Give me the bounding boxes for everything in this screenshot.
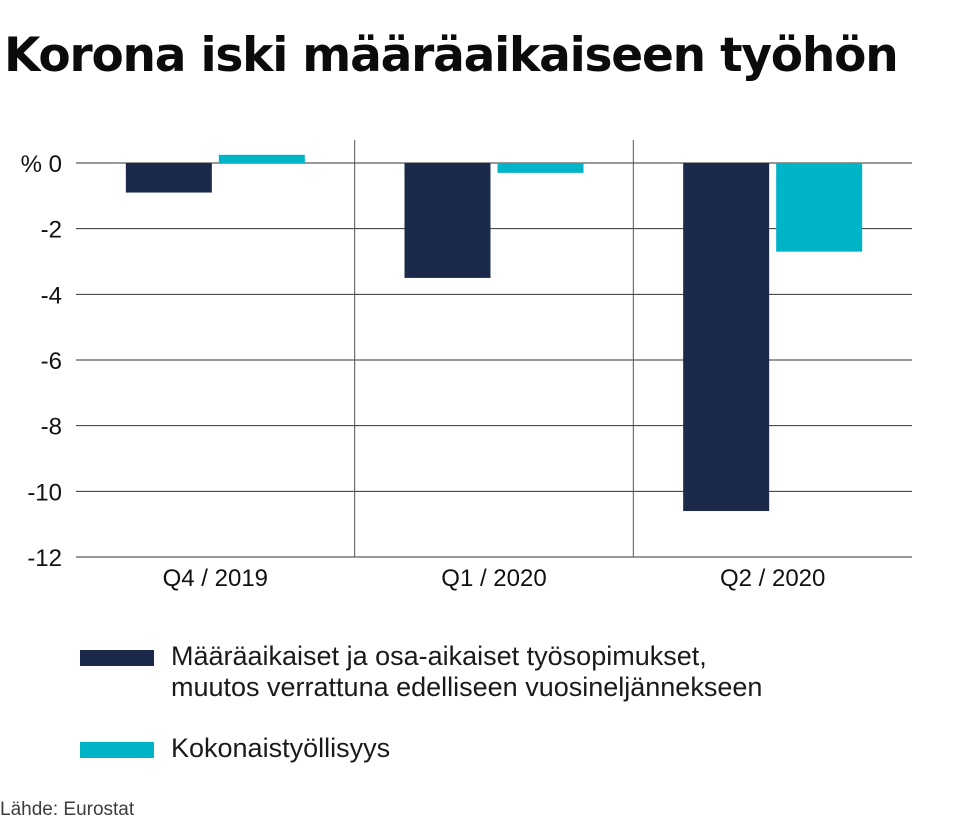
bar-series-2 <box>776 163 863 252</box>
x-tick-label: Q1 / 2020 <box>441 565 546 592</box>
legend-label-line: muutos verrattuna edelliseen vuosineljän… <box>171 672 763 702</box>
legend-item-series-2: Kokonaistyöllisyys <box>80 733 390 764</box>
legend-swatch-series-1 <box>80 650 154 666</box>
y-tick-label: -6 <box>41 348 62 375</box>
legend-swatch-series-2 <box>80 742 154 758</box>
y-tick-label: -8 <box>41 414 62 441</box>
legend-label-line: Kokonaistyöllisyys <box>171 733 391 763</box>
legend-label-series-2: Kokonaistyöllisyys <box>171 733 390 764</box>
x-tick-label: Q2 / 2020 <box>720 565 825 592</box>
bar-series-1 <box>125 163 212 193</box>
bar-chart: % 0 -2 -4 -6 -8 -10 -12 Q4 / 2019 Q1 / 2020 Q2 / … <box>21 140 912 592</box>
y-tick-label: % 0 <box>21 151 62 178</box>
bar-series-2 <box>218 154 305 163</box>
chart-title: Korona iski määräaikaiseen työhön <box>4 28 899 83</box>
y-tick-label: -2 <box>41 217 62 244</box>
legend-label-line: Määräaikaiset ja osa-aikaiset työsopimuk… <box>171 641 707 671</box>
bar-series-1 <box>683 163 770 512</box>
bar-series-1 <box>404 163 491 278</box>
legend-item-series-1: Määräaikaiset ja osa-aikaiset työsopimuk… <box>80 641 762 703</box>
legend-label-series-1: Määräaikaiset ja osa-aikaiset työsopimuk… <box>171 641 762 703</box>
source-note: Lähde: Eurostat <box>0 799 135 820</box>
y-tick-label: -4 <box>41 282 62 309</box>
y-tick-label: -10 <box>27 479 62 506</box>
bar-series-2 <box>497 163 584 173</box>
y-tick-label: -12 <box>27 545 62 572</box>
x-tick-label: Q4 / 2019 <box>163 565 268 592</box>
